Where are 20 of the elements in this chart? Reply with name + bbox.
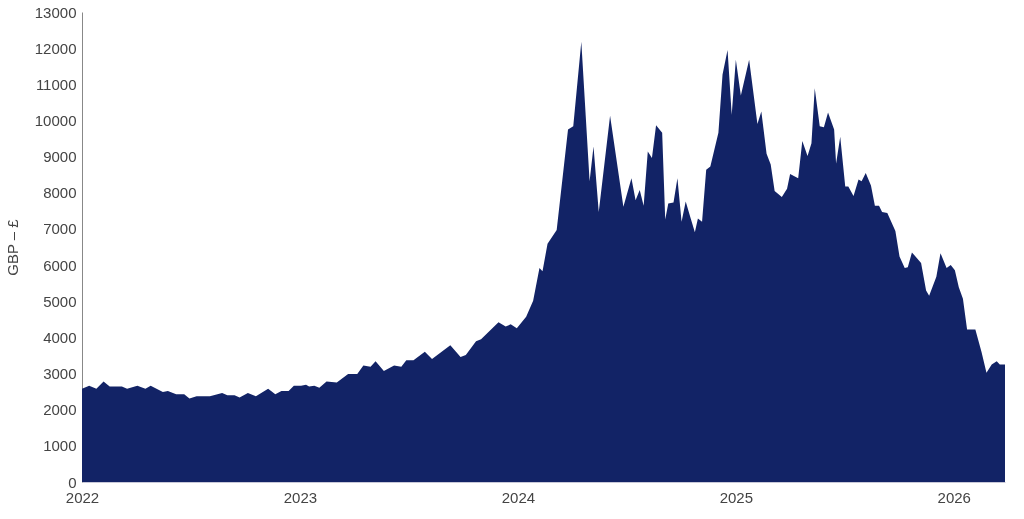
x-tick-label: 2026 <box>937 488 971 506</box>
y-tick-label: 5000 <box>43 292 77 310</box>
y-tick-label: 8000 <box>43 184 77 202</box>
y-tick-label: 10000 <box>34 111 77 129</box>
x-tick-label: 2022 <box>65 488 100 506</box>
y-tick-label: 12000 <box>34 39 77 57</box>
x-tick-label: 2023 <box>283 488 318 506</box>
y-tick-label: 1000 <box>43 437 77 455</box>
y-tick-label: 7000 <box>43 220 77 238</box>
y-tick-label: 11000 <box>35 75 77 93</box>
y-tick-label: 3000 <box>43 365 77 383</box>
y-tick-label: 2000 <box>43 401 77 419</box>
x-tick-label: 2025 <box>719 488 754 506</box>
y-tick-label: 4000 <box>43 328 77 346</box>
x-tick-label: 2024 <box>501 488 536 506</box>
y-tick-label: 13000 <box>34 3 77 21</box>
y-tick-label: 9000 <box>43 148 77 166</box>
y-tick-label: 6000 <box>43 256 77 274</box>
y-axis-title: GBP – £ <box>3 218 21 276</box>
y-tick-label: 0 <box>68 473 77 491</box>
